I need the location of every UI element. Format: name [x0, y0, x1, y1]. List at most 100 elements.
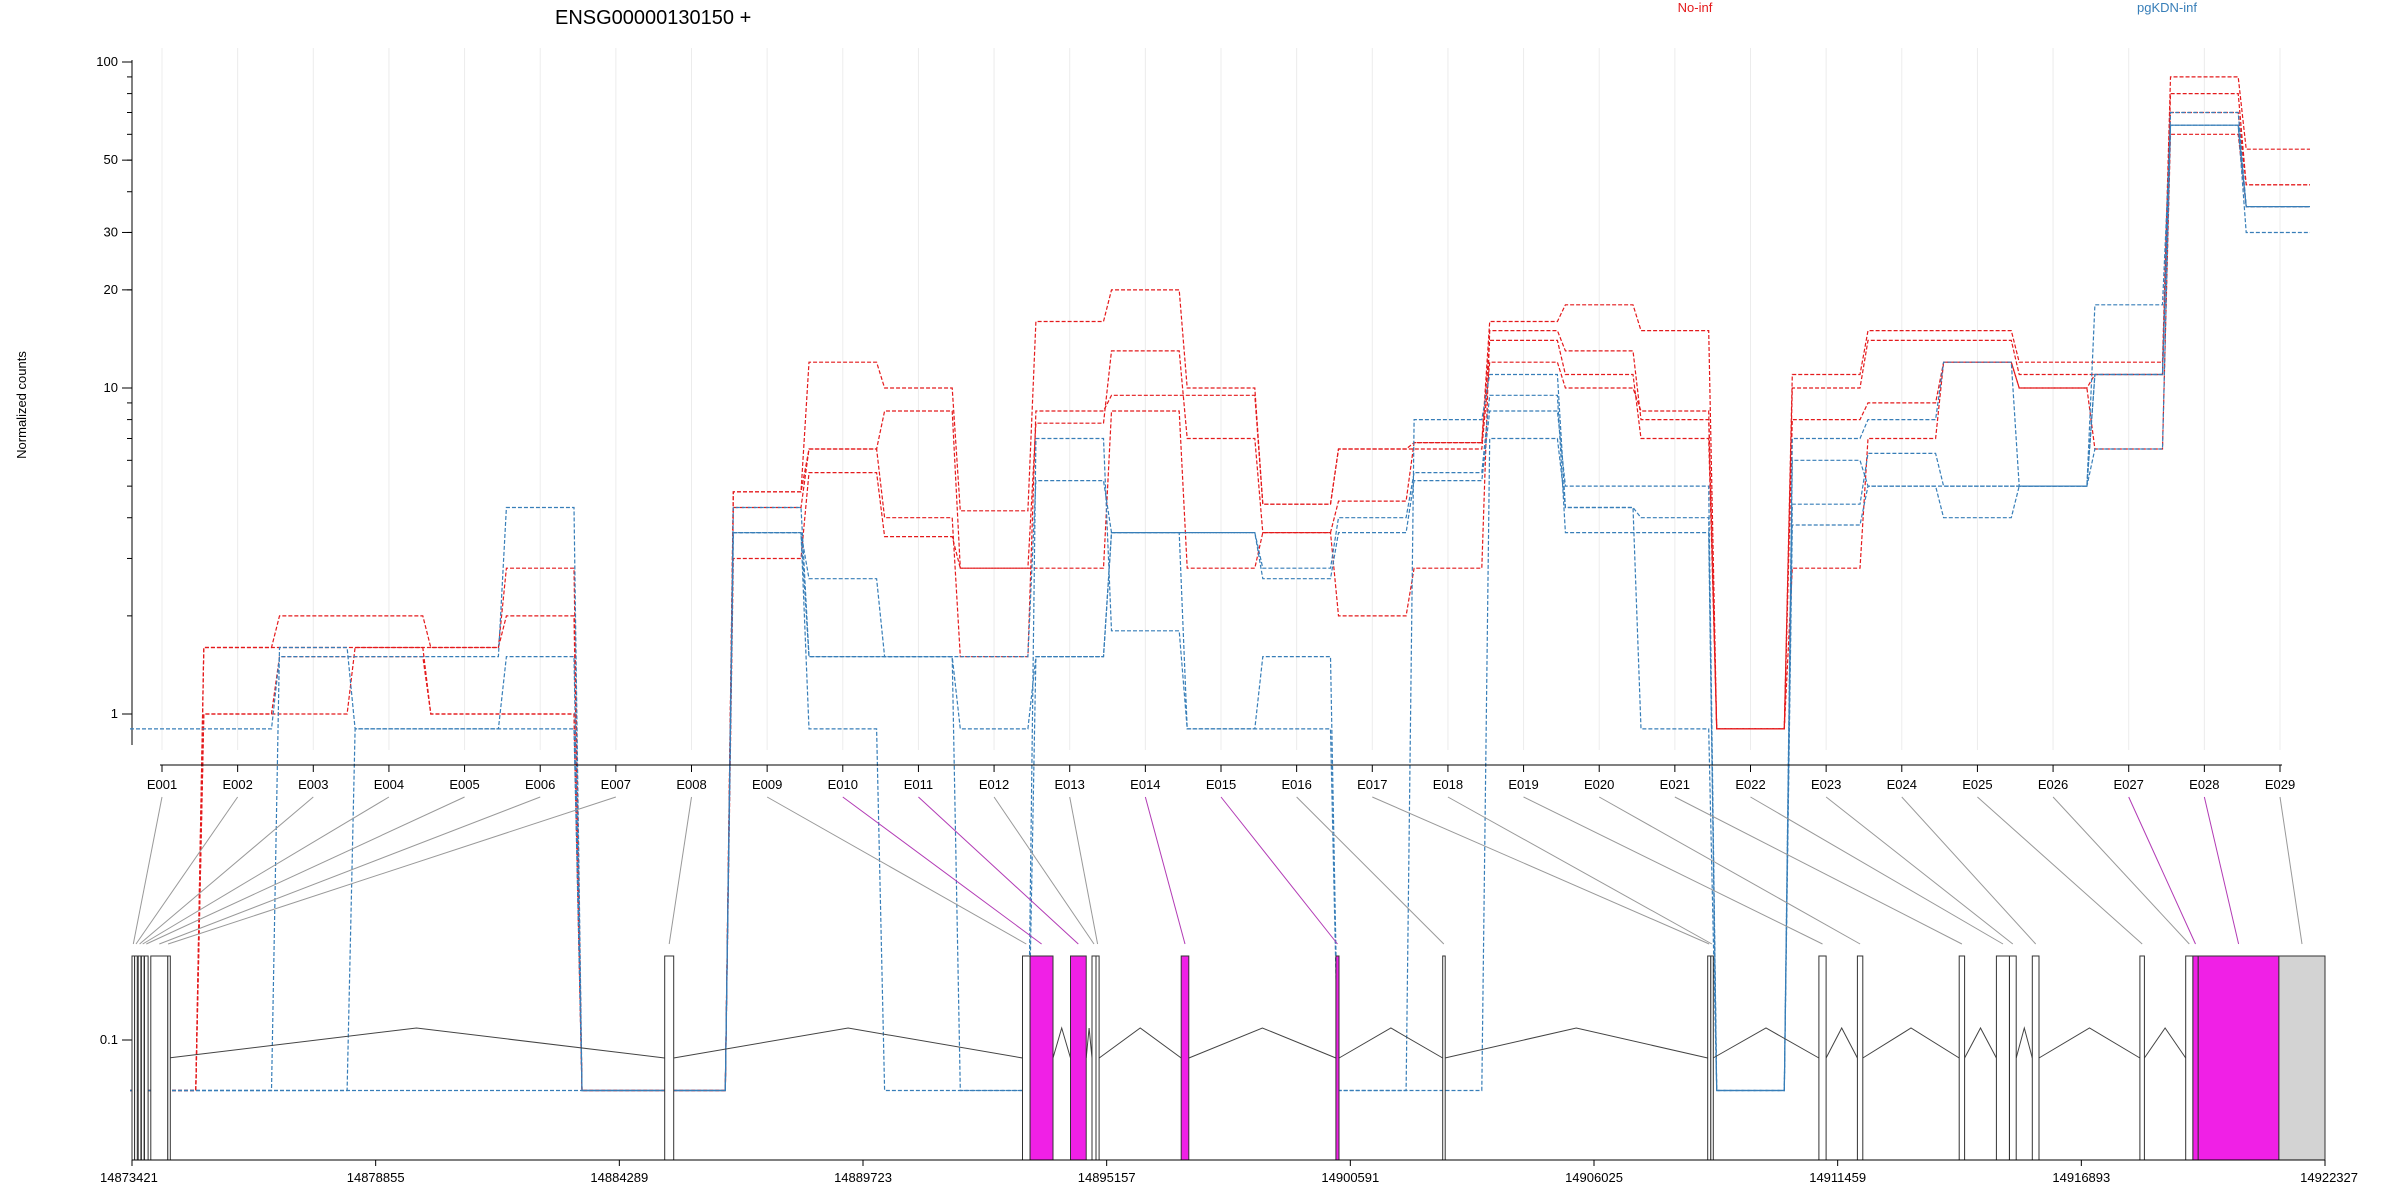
- exon-box-E015: [1335, 955, 1340, 1161]
- x-tick-label-E029: E029: [2265, 777, 2295, 792]
- intron: [1085, 1027, 1093, 1059]
- exon-box-E029: [2278, 955, 2326, 1161]
- intron: [1862, 1027, 1960, 1059]
- exon-box-E020: [1856, 955, 1864, 1161]
- exon-box-E023: [2009, 955, 2017, 1161]
- intron: [1188, 1027, 1337, 1059]
- genomic-tick-label: 14900591: [1321, 1170, 1379, 1185]
- y-tick-label: 30: [104, 224, 118, 239]
- x-tick-label-E009: E009: [752, 777, 782, 792]
- connector-E003: [139, 796, 314, 945]
- genomic-tick-label: 14895157: [1078, 1170, 1136, 1185]
- exon-box-E027: [2192, 955, 2199, 1161]
- exon-box-E010: [1029, 955, 1054, 1161]
- series-line-3: [130, 111, 2310, 1092]
- connector-E005: [146, 796, 465, 945]
- intron: [673, 1027, 1023, 1059]
- connector-E002: [135, 796, 239, 945]
- connector-E001: [132, 796, 163, 945]
- y-axis: 0.1 1 10 20 30 50 100: [96, 54, 133, 1047]
- exon-box-E009: [1022, 955, 1031, 1161]
- connector-E027: [2128, 796, 2196, 945]
- connector-E018: [1447, 796, 1713, 945]
- x-tick-label-E004: E004: [374, 777, 404, 792]
- legend: No-inf pgKDN-inf: [1678, 0, 2198, 15]
- exon-box-E005: [144, 955, 149, 1161]
- connector-E013: [1069, 796, 1099, 945]
- connector-E021: [1674, 796, 1963, 945]
- intron: [2143, 1027, 2187, 1059]
- x-tick-label-E028: E028: [2189, 777, 2219, 792]
- exon-box-E019: [1818, 955, 1827, 1161]
- series-line-8: [130, 124, 2310, 1092]
- connector-E024: [1901, 796, 2037, 945]
- x-tick-label-E015: E015: [1206, 777, 1236, 792]
- x-tick-label-E018: E018: [1433, 777, 1463, 792]
- y-tick-label: 1: [111, 706, 118, 721]
- exon-box-E006: [150, 955, 169, 1161]
- series-line-2: [130, 93, 2310, 1092]
- gene-model: [131, 955, 2326, 1161]
- x-tick-label-E007: E007: [601, 777, 631, 792]
- intron: [1444, 1027, 1708, 1059]
- genomic-tick-label: 14889723: [834, 1170, 892, 1185]
- x-tick-label-E022: E022: [1735, 777, 1765, 792]
- series-line-4: [130, 133, 2310, 1092]
- intron: [1052, 1026, 1071, 1059]
- exon-box-E021: [1958, 955, 1966, 1161]
- connector-E023: [1825, 796, 2014, 945]
- connector-E016: [1296, 796, 1445, 945]
- series-line-5: [130, 124, 2310, 1092]
- x-tick-label-E014: E014: [1130, 777, 1160, 792]
- x-tick-label-E019: E019: [1508, 777, 1538, 792]
- exon-box-E012: [1091, 955, 1097, 1161]
- exon-box-E004: [140, 955, 145, 1161]
- intron: [2015, 1026, 2033, 1059]
- genomic-tick-label: 14878855: [347, 1170, 405, 1185]
- connector-E020: [1598, 796, 1861, 945]
- chart-title: ENSG00000130150 +: [555, 7, 751, 29]
- connector-E025: [1977, 796, 2143, 945]
- x-tick-label-E013: E013: [1055, 777, 1085, 792]
- y-axis-label: Normalized counts: [14, 351, 29, 459]
- exon-box-E007: [167, 955, 171, 1161]
- x-tick-label-E003: E003: [298, 777, 328, 792]
- intron: [1098, 1027, 1182, 1059]
- y-tick-label: 10: [104, 380, 118, 395]
- x-tick-label-E024: E024: [1887, 777, 1917, 792]
- exon-box-E011: [1070, 955, 1087, 1161]
- exon-box-E003: [137, 955, 142, 1161]
- x-tick-label-E021: E021: [1660, 777, 1690, 792]
- y-tick-label: 20: [104, 282, 118, 297]
- genomic-axis: 14873421 14878855 14884289 14889723 14895157…: [100, 1159, 2358, 1185]
- x-tick-label-E023: E023: [1811, 777, 1841, 792]
- exon-box-E022: [1995, 955, 2010, 1161]
- connector-E012: [993, 796, 1095, 945]
- connector-E022: [1750, 796, 2004, 945]
- connector-E010: [842, 796, 1042, 945]
- x-tick-label-E026: E026: [2038, 777, 2068, 792]
- x-tick-label-E016: E016: [1281, 777, 1311, 792]
- connector-E019: [1523, 796, 1823, 945]
- series-line-6: [130, 124, 2310, 1092]
- connector-E029: [2279, 796, 2303, 945]
- connector-E014: [1144, 796, 1186, 945]
- exon-box-E026: [2185, 955, 2194, 1161]
- x-tick-label-E010: E010: [828, 777, 858, 792]
- intron: [1712, 1027, 1820, 1059]
- genomic-tick-label: 14884289: [590, 1170, 648, 1185]
- exon-box-E008: [664, 955, 675, 1161]
- x-tick-label-E012: E012: [979, 777, 1009, 792]
- series-line-7: [130, 111, 2310, 1092]
- connector-E006: [159, 796, 541, 945]
- connector-E028: [2203, 796, 2240, 945]
- connector-E009: [766, 796, 1027, 945]
- genomic-tick-label: 14873421: [100, 1170, 158, 1185]
- series-line-1: [130, 76, 2310, 1092]
- exon-box-E024: [2031, 955, 2040, 1161]
- connector-E017: [1372, 796, 1710, 945]
- genomic-tick-label: 14922327: [2300, 1170, 2358, 1185]
- connector-E015: [1220, 796, 1338, 945]
- series-lines: [130, 76, 2310, 1092]
